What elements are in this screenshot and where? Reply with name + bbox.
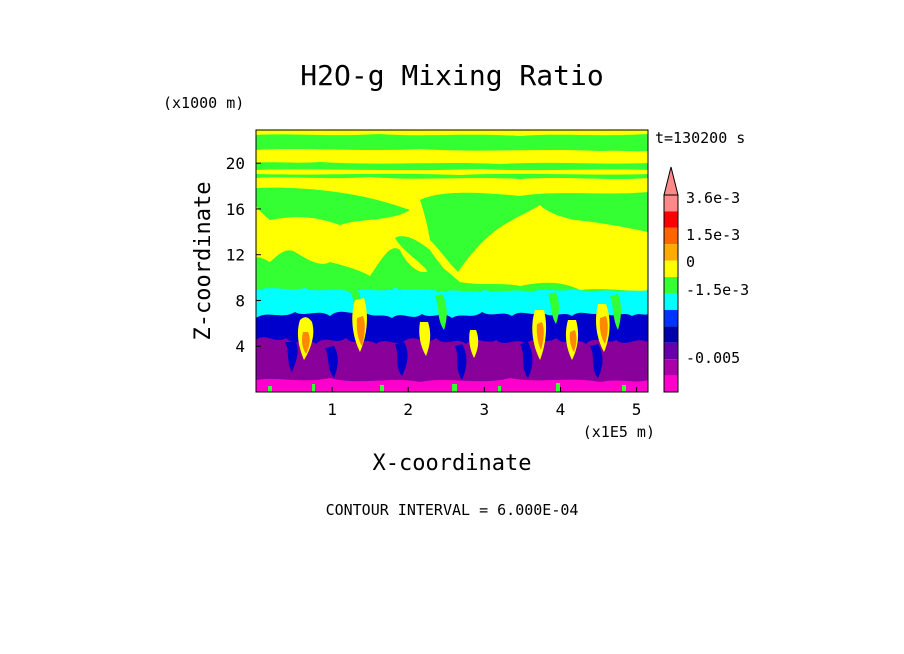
surface-speckles: [268, 383, 626, 392]
colorbar-swatch: [664, 211, 678, 228]
colorbar-arrow: [663, 166, 679, 196]
colorbar-frame: [663, 194, 679, 393]
x-axis-label: X-coordinate: [373, 451, 532, 476]
colorbar-swatch: [664, 293, 678, 310]
colorbar-label: 0: [686, 253, 695, 271]
colorbar-swatch: [664, 195, 678, 212]
green-pocket-1: [256, 187, 410, 225]
top-yellow-streak: [256, 130, 648, 136]
chart-title: H2O-g Mixing Ratio: [300, 59, 603, 92]
x-axis: 1 2 3 4 5: [327, 387, 641, 419]
colorbar-swatch: [664, 359, 678, 376]
x-tick-label: 2: [403, 400, 413, 419]
x-tick-label: 3: [480, 400, 490, 419]
green-gap-x: [395, 236, 452, 280]
plot-frame: [255, 129, 649, 393]
colorbar-swatch: [664, 309, 678, 327]
y-tick-label: 8: [235, 291, 245, 310]
x-tick-label: 4: [556, 400, 566, 419]
contour-interval-label: CONTOUR INTERVAL = 6.000E-04: [326, 501, 579, 519]
x-tick-label: 5: [632, 400, 642, 419]
colorbar-swatch: [664, 227, 678, 245]
colorbar-swatch: [664, 244, 678, 261]
purple-layer: [256, 337, 648, 392]
green-pocket-2: [420, 192, 648, 272]
colorbar-swatch: [664, 277, 678, 294]
y-axis-unit: (x1000 m): [163, 94, 244, 112]
y-tick-label: 4: [235, 337, 245, 356]
y-tick-label: 16: [226, 200, 245, 219]
time-label: t=130200 s: [655, 129, 745, 147]
colorbar-swatch: [664, 326, 678, 343]
x-tick-label: 1: [327, 400, 337, 419]
colorbar-swatch: [664, 342, 678, 360]
thin-yellow-line-1: [256, 169, 648, 175]
colorbar-label: -1.5e-3: [686, 281, 749, 299]
y-tick-label: 20: [226, 154, 245, 173]
blue-plumes: [285, 342, 603, 380]
contour-field: [256, 130, 648, 392]
colorbar-label: 3.6e-3: [686, 189, 740, 207]
colorbar-label: -0.005: [686, 349, 740, 367]
y-axis: 4 8 12 16 20: [226, 154, 261, 356]
colorbar-swatch: [664, 260, 678, 278]
colorbar: 3.6e-3 1.5e-3 0 -1.5e-3 -0.005: [663, 166, 749, 393]
upper-yellow-band: [256, 149, 648, 164]
warm-plumes: [297, 298, 610, 360]
colorbar-label: 1.5e-3: [686, 226, 740, 244]
y-axis-label: Z-coordinate: [191, 182, 216, 341]
colorbar-swatch: [664, 375, 678, 392]
x-axis-unit: (x1E5 m): [583, 423, 655, 441]
y-tick-label: 12: [226, 246, 245, 265]
